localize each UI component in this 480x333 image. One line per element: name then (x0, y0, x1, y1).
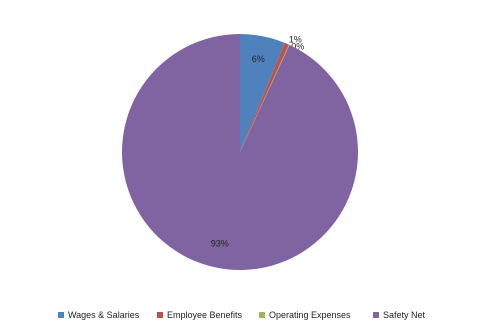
pie-slice (122, 34, 359, 270)
legend-swatch (259, 312, 265, 318)
legend-label: Wages & Salaries (68, 310, 140, 320)
pie-slice (240, 44, 290, 152)
data-label: 6% (252, 54, 265, 64)
legend-label: Operating Expenses (269, 310, 351, 320)
legend-label: Employee Benefits (167, 310, 243, 320)
legend-swatch (373, 312, 379, 318)
data-label: 93% (211, 239, 229, 249)
legend-swatch (58, 312, 64, 318)
data-label: 0% (291, 42, 304, 52)
pie-slice (240, 34, 285, 152)
pie-slice (240, 42, 289, 152)
legend-swatch (157, 312, 163, 318)
legend-label: Safety Net (383, 310, 426, 320)
data-label: 1% (289, 35, 302, 45)
